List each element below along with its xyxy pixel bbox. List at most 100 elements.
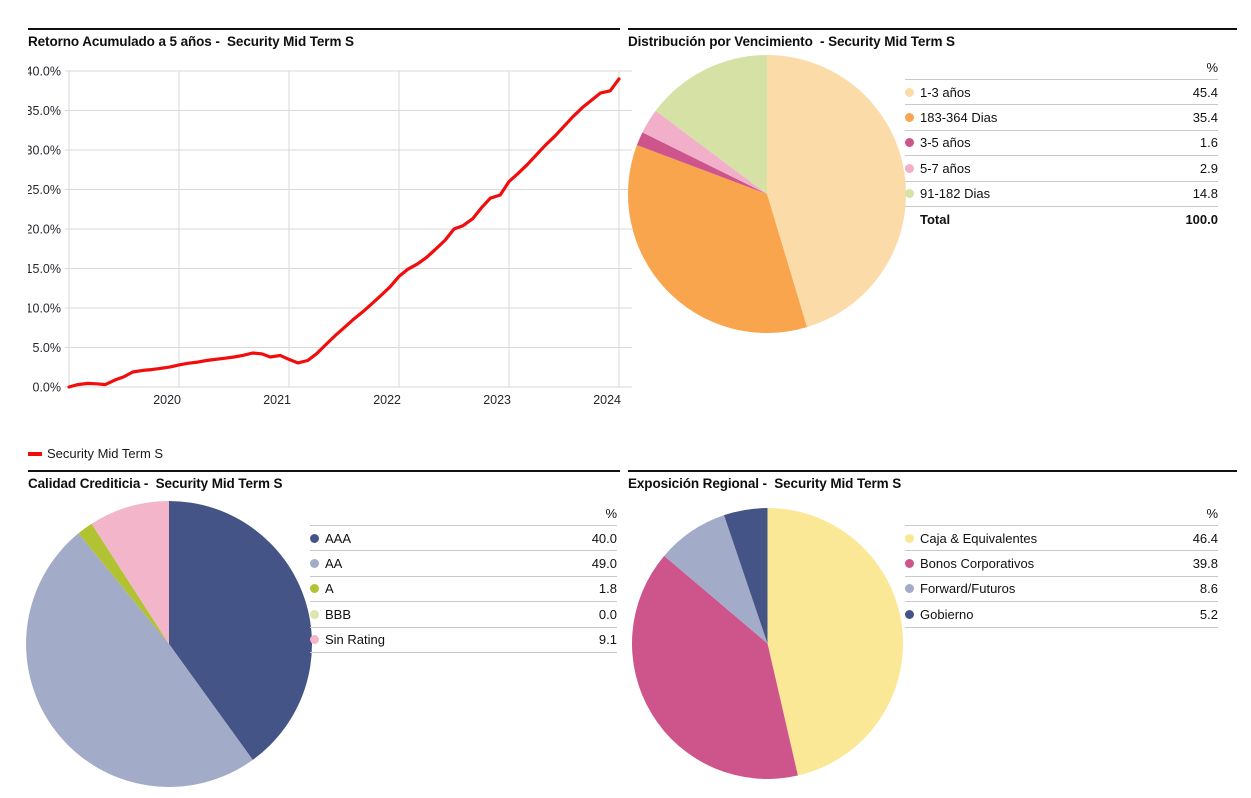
legend-row: BBB 0.0 bbox=[310, 602, 617, 628]
legend-row: Gobierno 5.2 bbox=[905, 602, 1218, 628]
legend-value: 0.0 bbox=[598, 606, 617, 622]
legend-label: AAA bbox=[325, 530, 352, 546]
maturity-legend-table: % 1-3 años 45.4 183-364 Dias 35.4 3-5 años 1.6… bbox=[905, 56, 1218, 231]
legend-value: 1.8 bbox=[598, 581, 617, 597]
legend-percent-header: % bbox=[905, 502, 1218, 526]
pie-slice-1-3-a-os bbox=[767, 55, 906, 328]
legend-value: 8.6 bbox=[1199, 581, 1218, 597]
legend-value: 35.4 bbox=[1192, 110, 1218, 126]
legend-color-dot bbox=[905, 584, 914, 594]
legend-color-dot bbox=[310, 609, 319, 619]
legend-value: 2.9 bbox=[1199, 160, 1218, 176]
regional-exposure-pie-title: Exposición Regional - Security Mid Term … bbox=[628, 476, 902, 491]
legend-percent-header: % bbox=[310, 502, 617, 526]
svg-text:20.0%: 20.0% bbox=[28, 223, 61, 237]
legend-row: 5-7 años 2.9 bbox=[905, 156, 1218, 182]
legend-color-dot bbox=[905, 189, 914, 199]
svg-text:2021: 2021 bbox=[263, 393, 291, 407]
line-chart-legend: Security Mid Term S bbox=[28, 446, 163, 461]
legend-value: 40.0 bbox=[591, 530, 617, 546]
legend-row: 1-3 años 45.4 bbox=[905, 80, 1218, 106]
legend-color-dot bbox=[310, 635, 319, 645]
legend-label: Caja & Equivalentes bbox=[920, 530, 1038, 546]
legend-row: AA 49.0 bbox=[310, 551, 617, 577]
legend-percent-header: % bbox=[905, 56, 1218, 80]
legend-total-value: 100.0 bbox=[1185, 211, 1218, 227]
pie-slice-gobierno bbox=[724, 508, 768, 644]
legend-row: Sin Rating 9.1 bbox=[310, 628, 617, 653]
legend-label: 91-182 Dias bbox=[920, 186, 991, 202]
svg-text:2024: 2024 bbox=[593, 393, 621, 407]
legend-total-label: Total bbox=[920, 211, 951, 227]
red-line-legend-marker bbox=[28, 451, 42, 456]
pie-slice-5-7-a-os bbox=[642, 110, 767, 194]
legend-color-dot bbox=[905, 609, 914, 619]
legend-row: Forward/Futuros 8.6 bbox=[905, 577, 1218, 603]
regional-exposure-legend-table: % Caja & Equivalentes 46.4 Bonos Corporativ… bbox=[905, 502, 1218, 628]
legend-value: 49.0 bbox=[591, 556, 617, 572]
svg-text:35.0%: 35.0% bbox=[28, 104, 61, 118]
legend-color-dot bbox=[310, 533, 319, 543]
pie-slice-3-5-a-os bbox=[636, 132, 767, 194]
pie-slice-91-182-dias bbox=[655, 55, 767, 194]
pie-slice-aa bbox=[26, 533, 253, 787]
legend-value: 1.6 bbox=[1199, 135, 1218, 151]
legend-row: Bonos Corporativos 39.8 bbox=[905, 551, 1218, 577]
svg-text:30.0%: 30.0% bbox=[28, 144, 61, 158]
svg-text:5.0%: 5.0% bbox=[33, 341, 62, 355]
legend-label: A bbox=[325, 581, 334, 597]
pie-slice-183-364-dias bbox=[628, 145, 807, 333]
svg-text:25.0%: 25.0% bbox=[28, 183, 61, 197]
line-legend-label: Security Mid Term S bbox=[47, 446, 164, 461]
maturity-pie-title: Distribución por Vencimiento - Security … bbox=[628, 34, 955, 49]
line-chart-title: Retorno Acumulado a 5 años - Security Mi… bbox=[28, 34, 354, 49]
legend-label: 5-7 años bbox=[920, 160, 971, 176]
credit-quality-pie-title: Calidad Crediticia - Security Mid Term S bbox=[28, 476, 283, 491]
maturity-pie-chart bbox=[628, 55, 906, 333]
svg-text:2023: 2023 bbox=[483, 393, 511, 407]
legend-value: 9.1 bbox=[598, 632, 617, 648]
cumulative-return-line-chart: 40.0% 35.0% 30.0% 25.0% 20.0% 15.0% 10.0% 5.0% 0… bbox=[28, 65, 632, 407]
legend-value: 46.4 bbox=[1192, 530, 1218, 546]
legend-label: Gobierno bbox=[920, 606, 974, 622]
legend-row: 91-182 Dias 14.8 bbox=[905, 182, 1218, 207]
svg-text:0.0%: 0.0% bbox=[33, 381, 62, 395]
legend-value: 14.8 bbox=[1192, 186, 1218, 202]
legend-color-dot bbox=[905, 533, 914, 543]
pie-slice-bonos-corporativos bbox=[632, 555, 798, 779]
legend-color-dot bbox=[905, 113, 914, 123]
svg-text:2020: 2020 bbox=[153, 393, 181, 407]
panel-divider bbox=[28, 28, 620, 30]
legend-row: 183-364 Dias 35.4 bbox=[905, 105, 1218, 131]
pie-slice-aaa bbox=[169, 501, 312, 760]
legend-label: 3-5 años bbox=[920, 135, 971, 151]
legend-color-dot bbox=[905, 163, 914, 173]
svg-text:15.0%: 15.0% bbox=[28, 262, 61, 276]
legend-color-dot bbox=[905, 87, 914, 97]
svg-text:2022: 2022 bbox=[373, 393, 401, 407]
legend-value: 39.8 bbox=[1192, 556, 1218, 572]
credit-quality-legend-table: % AAA 40.0 AA 49.0 A 1.8 BBB 0.0 Sin Rating 9.1 bbox=[310, 502, 617, 653]
pie-slice-caja-equivalentes bbox=[767, 508, 903, 776]
legend-color-dot bbox=[905, 138, 914, 148]
svg-text:40.0%: 40.0% bbox=[28, 65, 61, 79]
legend-label: 1-3 años bbox=[920, 84, 971, 100]
pie-slice-a bbox=[78, 523, 169, 644]
legend-color-dot bbox=[310, 584, 319, 594]
panel-divider bbox=[628, 470, 1237, 472]
legend-color-dot bbox=[310, 559, 319, 569]
legend-label: BBB bbox=[325, 606, 352, 622]
legend-label: Bonos Corporativos bbox=[920, 556, 1035, 572]
regional-exposure-pie-chart bbox=[632, 508, 903, 779]
legend-label: 183-364 Dias bbox=[920, 110, 998, 126]
panel-divider bbox=[28, 470, 620, 472]
pie-slice-sin-rating bbox=[91, 501, 169, 644]
panel-divider bbox=[628, 28, 1237, 30]
legend-label: Forward/Futuros bbox=[920, 581, 1016, 597]
legend-color-dot bbox=[905, 559, 914, 569]
legend-row: AAA 40.0 bbox=[310, 526, 617, 552]
legend-label: Sin Rating bbox=[325, 632, 385, 648]
pie-slice-forward-futuros bbox=[664, 515, 768, 644]
legend-value: 5.2 bbox=[1199, 606, 1218, 622]
